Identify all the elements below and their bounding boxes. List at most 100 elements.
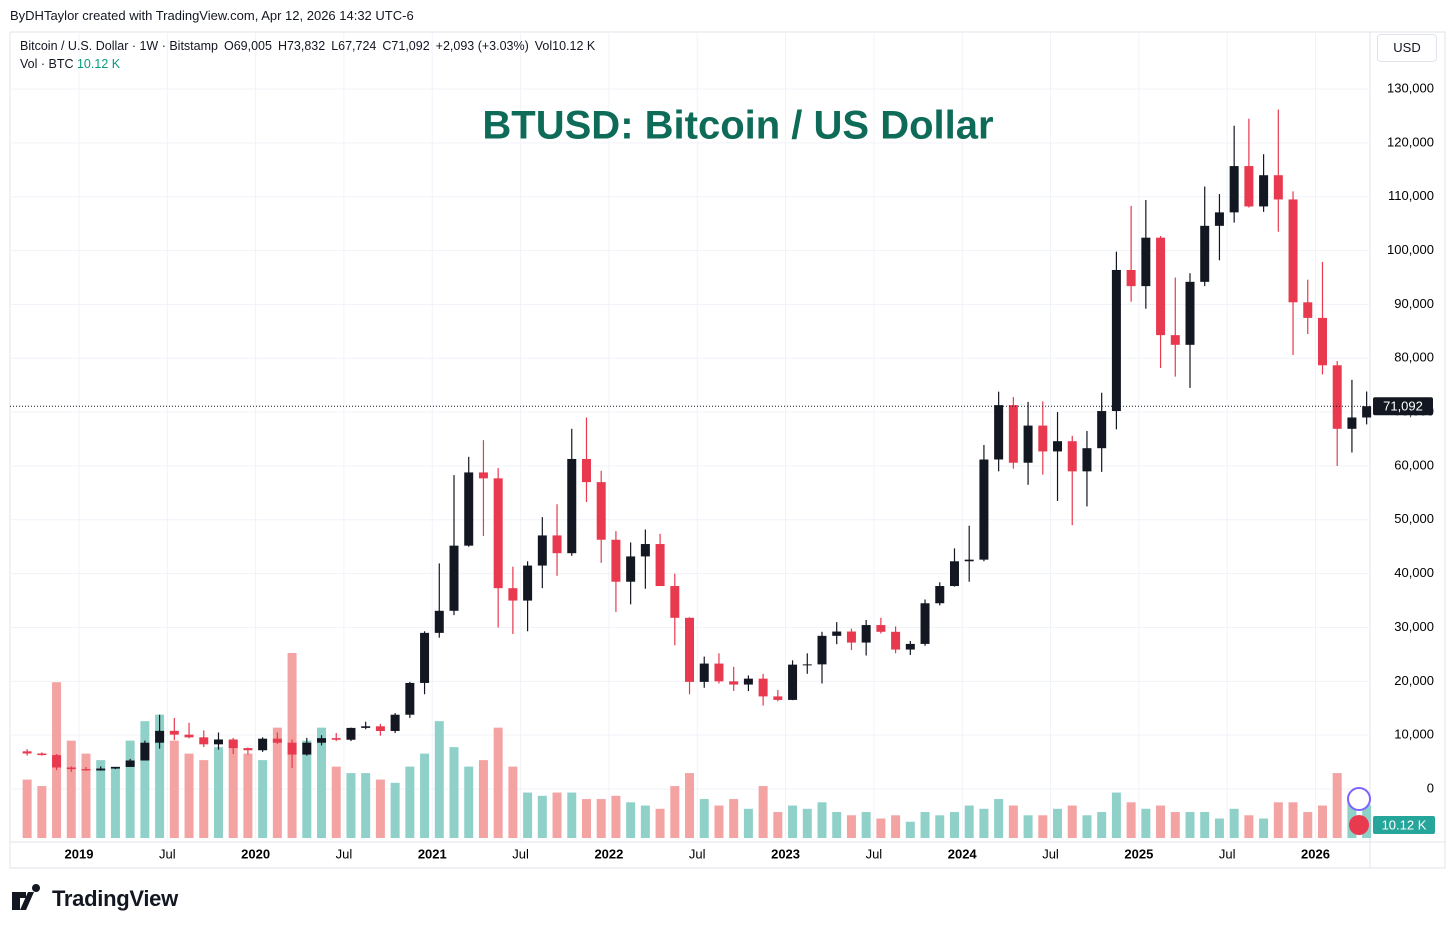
candle-body <box>1229 166 1239 213</box>
legend-item: L67,724 <box>331 39 377 53</box>
candle-body <box>405 682 415 715</box>
flag-icon[interactable] <box>1349 815 1369 835</box>
y-tick-label: 100,000 <box>1387 242 1434 257</box>
candle-body <box>243 748 253 751</box>
volume-bar <box>1185 812 1195 838</box>
candle-body <box>523 565 533 601</box>
candle-body <box>434 610 444 633</box>
volume-bar <box>935 815 945 838</box>
candle-body <box>184 734 194 738</box>
candle-body <box>979 459 989 560</box>
volume-bar <box>420 753 430 838</box>
candle-body <box>1170 335 1180 345</box>
candle-body <box>302 742 312 755</box>
y-tick-label: 80,000 <box>1394 350 1434 365</box>
volume-bar <box>655 808 665 838</box>
candle-body <box>199 737 209 745</box>
volume-bar <box>1303 812 1313 838</box>
legend-item: Bitcoin / U.S. Dollar · 1W · Bitstamp <box>20 39 218 53</box>
volume-bar <box>169 740 179 838</box>
volume-bar <box>272 727 282 838</box>
x-tick-label: Jul <box>689 846 706 861</box>
volume-bar <box>758 786 768 838</box>
candle-body <box>1303 302 1313 318</box>
legend-item: +2,093 (+3.03%) <box>435 39 529 53</box>
candle-body <box>1362 406 1372 418</box>
ideas-icon[interactable] <box>1347 787 1371 811</box>
volume-bar <box>626 802 636 838</box>
candle-body <box>567 458 577 554</box>
volume-bar <box>640 805 650 838</box>
candle-body <box>508 588 518 601</box>
candle-body <box>287 742 297 755</box>
volume-bar <box>581 799 591 838</box>
chart-frame <box>9 31 1446 869</box>
candle-body <box>449 545 459 611</box>
volume-bar <box>1317 805 1327 838</box>
volume-bar <box>567 792 577 838</box>
candle-body <box>478 472 488 479</box>
candle-body <box>714 663 724 682</box>
candle-body <box>258 738 268 751</box>
x-tick-label: 2026 <box>1301 846 1330 861</box>
volume-bar <box>685 773 695 838</box>
x-tick-label: Jul <box>1042 846 1059 861</box>
candle-body <box>169 730 179 735</box>
candle-body <box>420 632 430 683</box>
volume-bar <box>773 812 783 838</box>
x-tick-label: 2022 <box>594 846 623 861</box>
volume-bar <box>1229 808 1239 838</box>
volume-bar <box>464 766 474 838</box>
volume-legend: Vol · BTC 10.12 K <box>20 57 120 71</box>
candle-body <box>861 625 871 643</box>
candle-body <box>802 664 812 666</box>
volume-bar <box>949 812 959 838</box>
candle-body <box>788 664 798 700</box>
candle-body <box>1156 237 1166 336</box>
x-tick-label: Jul <box>1219 846 1236 861</box>
candle-body <box>464 472 474 546</box>
candle-body <box>964 559 974 562</box>
y-tick-label: 40,000 <box>1394 565 1434 580</box>
volume-bar <box>405 766 415 838</box>
volume-bar <box>846 815 856 838</box>
volume-legend-label: Vol · BTC <box>20 57 74 71</box>
volume-bar <box>346 773 356 838</box>
volume-bar <box>258 760 268 838</box>
last-price-label: 71,092 <box>1383 399 1423 414</box>
volume-bar <box>861 812 871 838</box>
currency-button[interactable]: USD <box>1377 34 1437 62</box>
candle-body <box>920 603 930 644</box>
volume-bar <box>66 740 76 838</box>
candle-body <box>22 751 32 754</box>
candle-body <box>1259 175 1269 207</box>
volume-bar <box>537 795 547 838</box>
volume-bar <box>184 753 194 838</box>
candle-body <box>331 738 341 740</box>
candle-body <box>96 768 106 771</box>
volume-bar <box>1214 818 1224 838</box>
volume-bar <box>199 760 209 838</box>
x-tick-label: 2023 <box>771 846 800 861</box>
volume-bar <box>434 721 444 838</box>
volume-bar <box>390 782 400 838</box>
footer-logo-text: TradingView <box>52 886 178 911</box>
candle-body <box>817 635 827 665</box>
header: ByDHTaylor created with TradingView.com,… <box>10 8 414 23</box>
volume-bar <box>1347 795 1357 838</box>
candle-body <box>1082 448 1092 472</box>
x-tick-label: Jul <box>336 846 353 861</box>
volume-bar <box>1288 802 1298 838</box>
volume-bar <box>699 799 709 838</box>
volume-bar <box>125 740 135 838</box>
volume-bar <box>891 815 901 838</box>
volume-bar <box>1200 812 1210 838</box>
candle-body <box>390 714 400 731</box>
candle-body <box>1214 212 1224 226</box>
candle-body <box>317 738 327 743</box>
volume-bar <box>611 795 621 838</box>
candle-body <box>596 482 606 540</box>
volume-bar <box>876 818 886 838</box>
y-tick-label: 30,000 <box>1394 619 1434 634</box>
candle-body <box>729 681 739 685</box>
